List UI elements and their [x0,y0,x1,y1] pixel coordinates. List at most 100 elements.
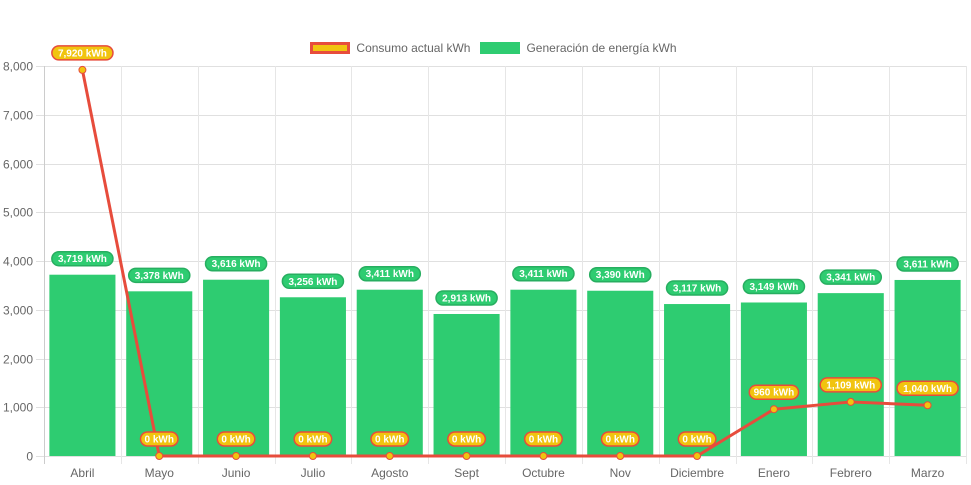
y-tick-label: 5,000 [3,206,33,220]
point-consumo [923,401,932,410]
data-label-consumo: 0 kWh [677,431,717,447]
data-label-consumo-bg [600,431,640,447]
x-axis: Abril Mayo Junio Julio Agosto Sept Octubre Nov D… [70,466,944,480]
data-label-generacion-bg [819,269,883,285]
line-consumo [80,69,928,458]
data-label-consumo-bg [748,384,800,400]
data-label-consumo-bg [216,431,256,447]
data-label-consumo: 0 kWh [139,431,179,447]
data-label-consumo-bg [293,431,333,447]
data-label-consumo: 0 kWh [600,431,640,447]
point-consumo [539,452,548,460]
data-label-consumo-bg [370,431,410,447]
data-label-generacion: 3,390 kWh [588,266,652,283]
bar-generacion [279,297,346,456]
x-tick-label: Abril [70,466,94,480]
bar-generacion [203,279,270,456]
data-label-generacion-text: 3,719 kWh [58,254,107,265]
data-label-consumo: 0 kWh [523,431,563,447]
data-label-generacion-text: 3,411 kWh [519,269,567,280]
data-label-consumo: 1,040 kWh [896,380,959,397]
data-label-generacion-bg [358,265,422,282]
data-label-generacion-bg [896,256,959,272]
y-tick-label: 0 [26,450,33,464]
data-label-generacion-text: 3,149 kWh [749,282,798,293]
y-tick-label: 7,000 [3,109,33,123]
data-label-consumo-text: 0 kWh [682,435,711,446]
y-tick-label: 2,000 [3,353,33,367]
data-label-consumo: 0 kWh [293,431,333,447]
data-label-consumo-bg [447,431,487,447]
data-label-consumo-text: 0 kWh [145,435,174,446]
data-label-generacion: 3,378 kWh [127,267,191,284]
y-tick-label: 6,000 [3,158,33,172]
legend-label-consumo: Consumo actual kWh [356,41,471,55]
point-consumo [232,452,241,460]
point-consumo [308,452,317,460]
bar-generacion [740,302,807,456]
bar-generacion [587,290,654,456]
data-label-generacion: 3,341 kWh [819,269,883,285]
point-consumo [385,452,394,460]
x-tick-label: Diciembre [670,466,724,480]
line-series-consumo [78,65,932,460]
data-label-generacion-bg [51,250,114,267]
data-label-consumo-text: 0 kWh [529,435,558,446]
data-labels: 3,719 kWh 3,378 kWh 3,616 kWh 3,256 kWh 3,41… [51,45,959,447]
data-label-consumo: 0 kWh [447,431,487,447]
data-label-generacion: 3,611 kWh [896,256,959,272]
x-tick-label: Junio [222,466,251,480]
x-tick-label: Agosto [371,466,409,480]
x-tick-label: Octubre [522,466,565,480]
chart-legend: Consumo actual kWh Generación de energía… [8,41,971,55]
data-label-consumo: 1,109 kWh [819,377,883,393]
data-label-consumo-text: 1,040 kWh [903,384,952,395]
legend-item-consumo[interactable]: Consumo actual kWh [310,41,470,55]
data-label-consumo-bg [819,377,883,393]
legend-item-generacion[interactable]: Generación de energía kWh [480,41,677,55]
data-label-generacion: 3,719 kWh [51,250,114,267]
x-tick-label: Julio [301,466,326,480]
x-tick-label: Mayo [145,466,175,480]
bar-generacion [49,274,116,456]
data-label-consumo-text: 960 kWh [754,388,795,399]
y-tick-label: 3,000 [3,304,33,318]
point-consumo [78,65,87,74]
data-label-generacion-bg [435,290,498,306]
data-label-generacion-bg [742,278,806,295]
point-consumo [462,452,471,460]
bar-generacion [126,291,193,456]
data-label-generacion-text: 2,913 kWh [442,293,491,304]
legend-swatch-consumo [310,42,351,54]
point-consumo [616,452,625,460]
data-label-consumo-text: 7,920 kWh [58,48,107,59]
bar-generacion [664,304,731,456]
data-label-generacion-text: 3,411 kWh [366,269,414,280]
x-tick-label: Marzo [911,466,945,480]
data-label-consumo-bg [677,431,717,447]
data-label-generacion: 3,256 kWh [281,273,345,290]
data-label-consumo-text: 0 kWh [298,435,327,446]
bar-generacion [817,293,884,456]
data-label-generacion-bg [588,266,652,283]
data-label-consumo: 0 kWh [216,431,256,447]
x-tick-label: Nov [610,466,631,480]
data-label-generacion-bg [127,267,191,284]
data-label-consumo-bg [523,431,563,447]
legend-swatch-generacion [480,42,521,54]
data-label-generacion: 3,411 kWh [512,265,575,282]
data-label-consumo-bg [139,431,179,447]
data-label-generacion-text: 3,117 kWh [673,284,721,295]
bar-generacion [356,289,423,456]
point-consumo [693,452,702,460]
data-label-generacion-bg [512,265,575,282]
data-label-consumo-bg [51,45,114,61]
data-label-consumo-text: 0 kWh [375,435,404,446]
point-consumo [769,405,778,414]
data-label-consumo: 960 kWh [748,384,800,400]
data-label-generacion-bg [281,273,345,290]
data-label-generacion-bg [665,280,729,296]
bar-generacion [894,279,961,456]
data-label-generacion: 3,411 kWh [358,265,422,282]
